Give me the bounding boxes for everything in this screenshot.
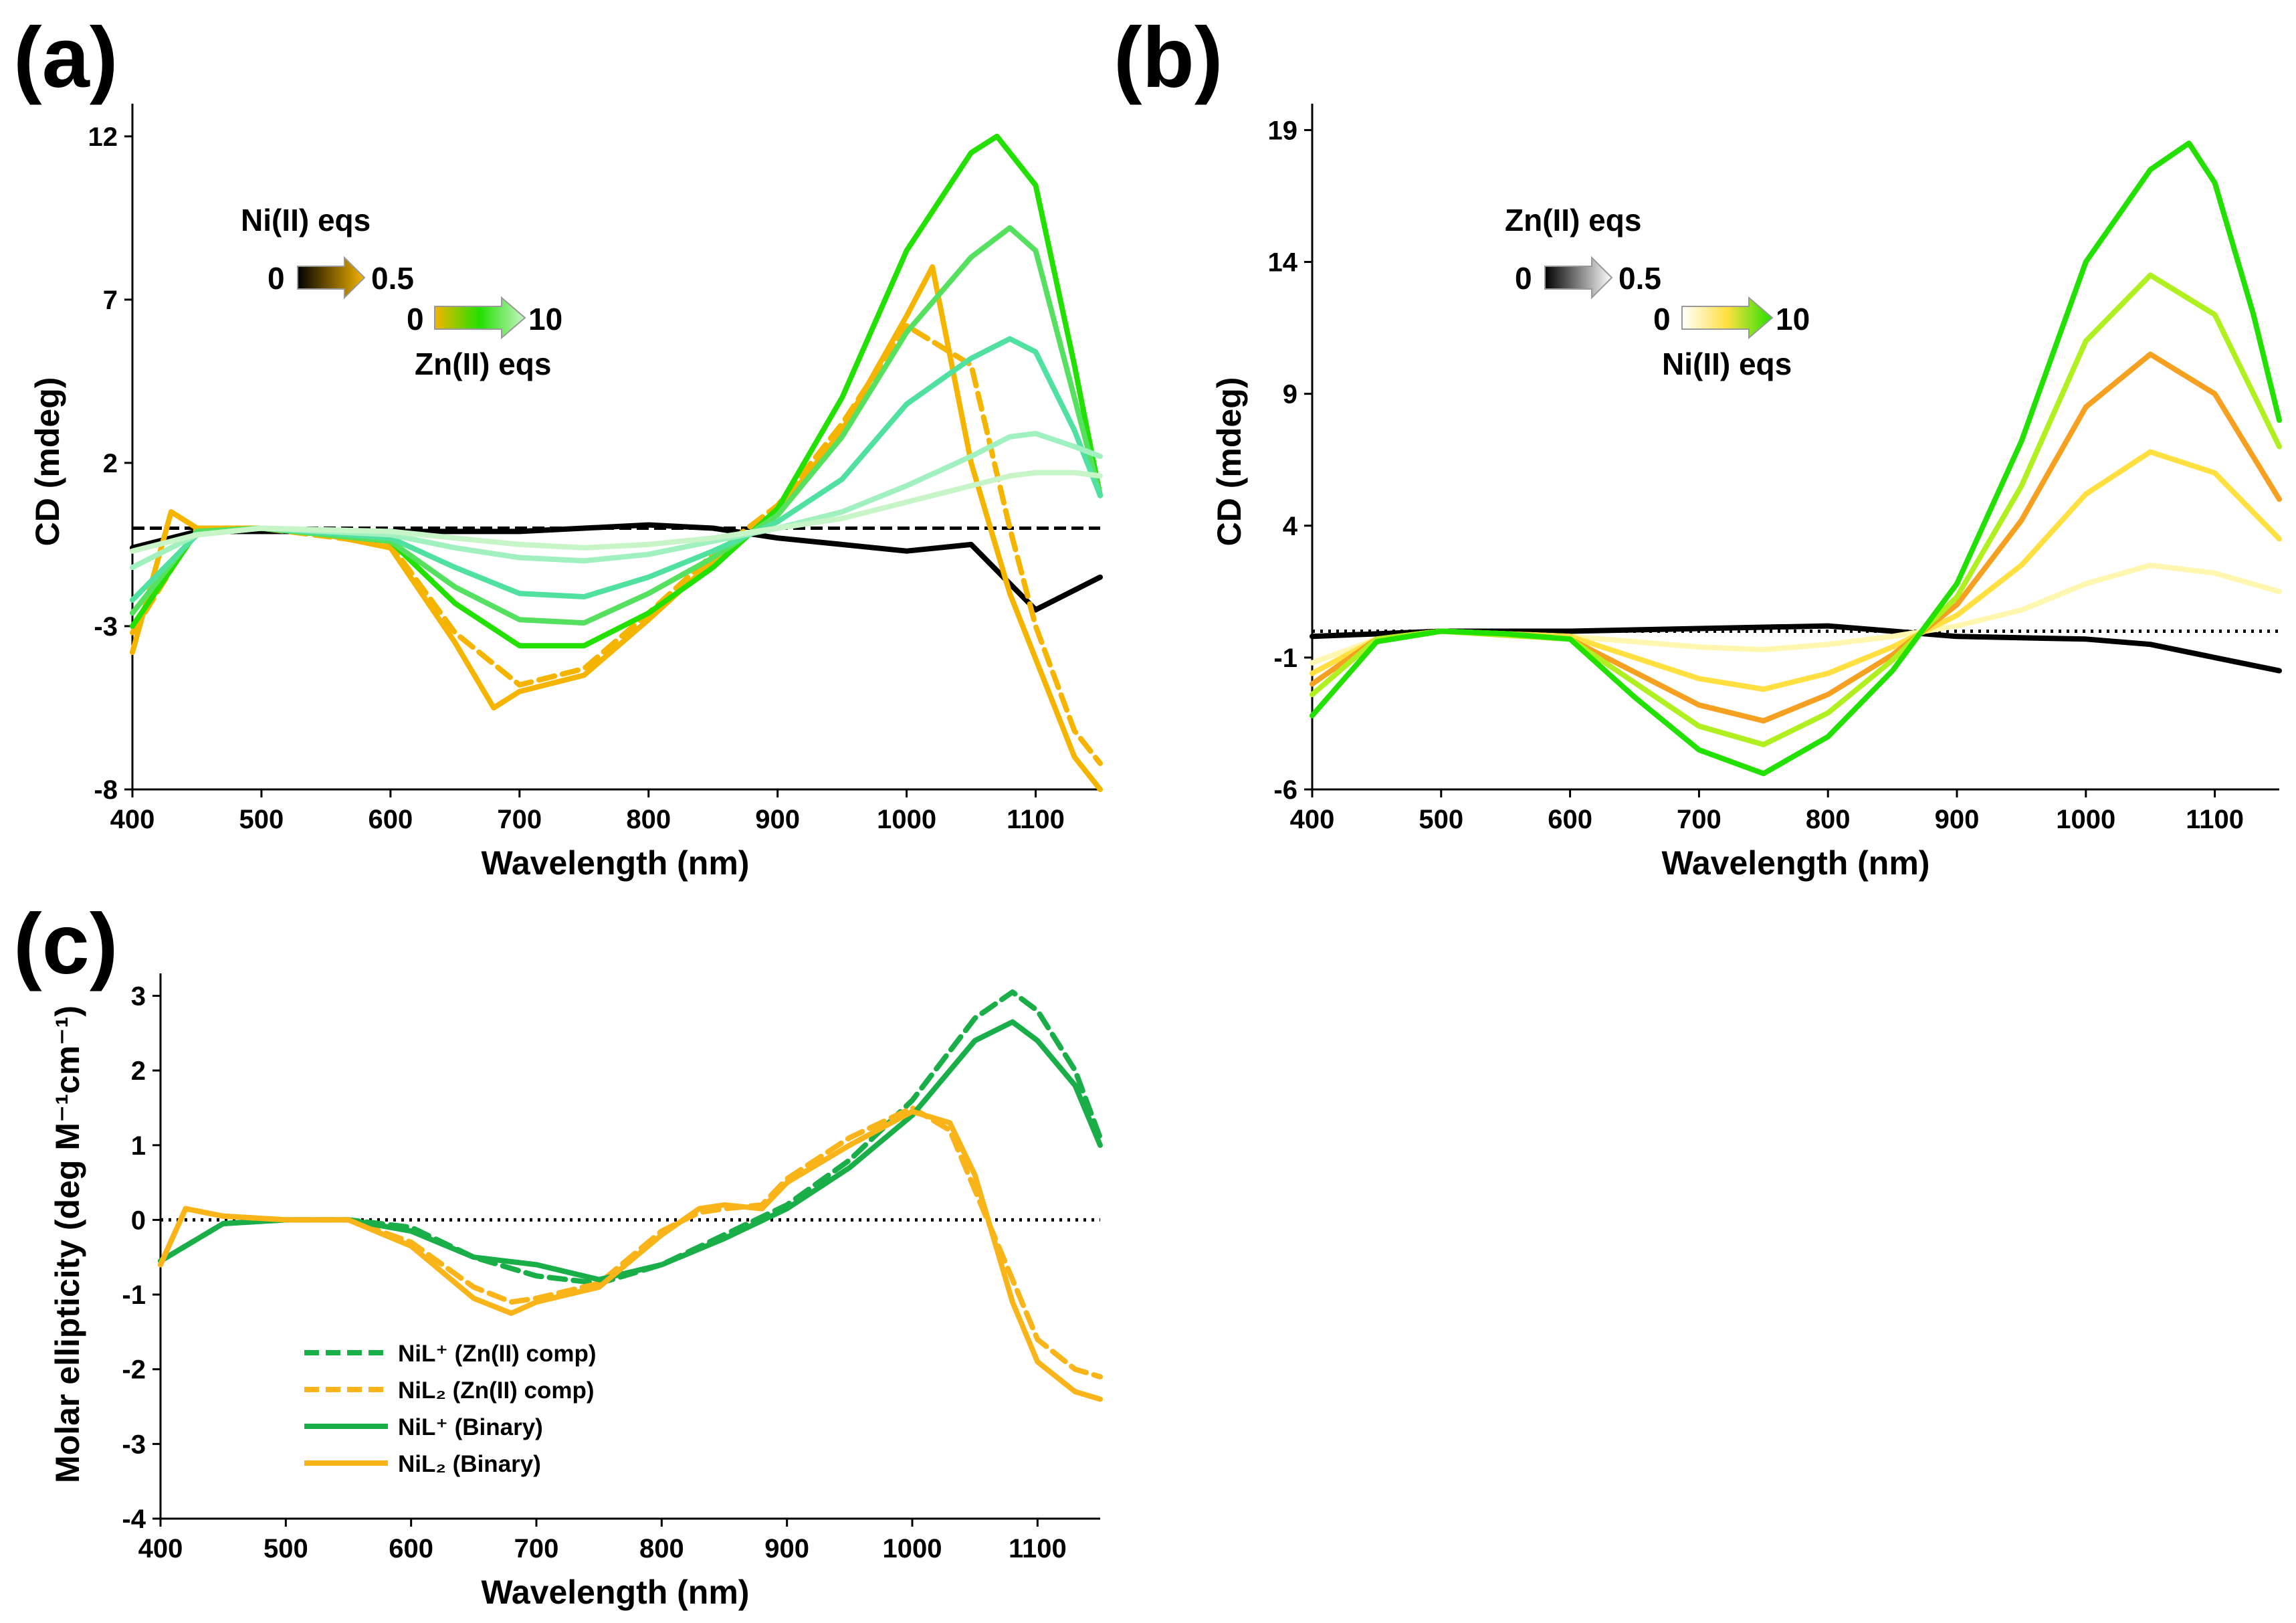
panel-c-y-axis-title: Molar ellipticity (deg M⁻¹cm⁻¹) <box>49 1006 86 1483</box>
x-tick-label: 800 <box>1806 805 1851 834</box>
panel-a-legend-range1-end: 0.5 <box>371 261 414 296</box>
x-tick-label: 1000 <box>883 1534 942 1563</box>
x-tick-label: 400 <box>1290 805 1335 834</box>
panel-b-letter: (b) <box>1114 10 1223 106</box>
series-line-4 <box>158 1109 1103 1402</box>
x-tick-label: 800 <box>626 805 671 834</box>
x-tick-label: 500 <box>264 1534 308 1563</box>
series-line-8 <box>130 470 1103 554</box>
x-tick-label: 700 <box>497 805 542 834</box>
y-tick-label: -4 <box>122 1505 146 1534</box>
panel-b-legend-range2-start: 0 <box>1653 302 1671 337</box>
x-tick-label: 1100 <box>1009 1534 1067 1563</box>
panel-b-legend-title-top: Zn(II) eqs <box>1505 203 1641 237</box>
x-tick-label: 900 <box>1935 805 1980 834</box>
panel-a-legend-title-bottom: Zn(II) eqs <box>415 347 551 381</box>
legend-label-nil2-binary: NiL₂ (Binary) <box>398 1451 541 1477</box>
x-tick-label: 600 <box>1548 805 1592 834</box>
series-line-6 <box>1310 140 2282 777</box>
y-tick-label: -3 <box>122 1430 146 1459</box>
panel-a-legend-range2-end: 10 <box>528 302 562 337</box>
x-tick-label: 800 <box>639 1534 684 1563</box>
y-tick-label: 9 <box>1283 380 1297 409</box>
y-tick-label: -2 <box>122 1355 146 1385</box>
y-tick-label: -8 <box>94 775 118 805</box>
legend-label-nil2-comp: NiL₂ (Zn(II) comp) <box>398 1377 595 1404</box>
panel-b-legend-range1-start: 0 <box>1515 261 1532 296</box>
panel-a-legend-title-top: Ni(II) eqs <box>241 203 371 237</box>
x-tick-label: 600 <box>389 1534 433 1563</box>
panel-c-plot-area: 400 500 600 700 800 900 1000 1100 3 2 1 0 -1 -2 -3 -4 <box>122 973 1103 1563</box>
panel-a-letter: (a) <box>13 10 118 106</box>
panel-a-legend-range1-start: 0 <box>268 261 285 296</box>
y-tick-label: -1 <box>122 1280 146 1310</box>
y-tick-label: 0 <box>131 1206 146 1235</box>
legend-label-nil-plus-comp: NiL⁺ (Zn(II) comp) <box>398 1341 596 1367</box>
panel-a-legend-range2-start: 0 <box>407 302 424 337</box>
panel-c: (c) 400 500 600 700 800 900 1000 1100 3 2 1 0 -1 -2 -3… <box>13 896 1103 1611</box>
x-tick-label: 500 <box>1419 805 1463 834</box>
x-tick-label: 400 <box>138 1534 183 1563</box>
panel-c-legend: NiL⁺ (Zn(II) comp) NiL₂ (Zn(II) comp) Ni… <box>304 1341 596 1477</box>
series-line-4 <box>1310 351 2282 724</box>
x-tick-label: 400 <box>110 805 155 834</box>
panel-a-arrow-zn-icon <box>434 296 526 340</box>
series-line-2 <box>1310 562 2282 666</box>
y-tick-label: 14 <box>1268 248 1298 278</box>
panel-b-legend-range2-end: 10 <box>1776 302 1810 337</box>
panel-c-x-axis-title: Wavelength (nm) <box>482 1573 750 1611</box>
x-tick-label: 700 <box>514 1534 559 1563</box>
y-tick-label: 19 <box>1268 116 1298 145</box>
panel-b: (b) 400 500 600 700 800 900 1000 1100191494-1-6… <box>1114 10 2282 882</box>
x-tick-label: 500 <box>239 805 284 834</box>
y-tick-label: -6 <box>1273 775 1297 805</box>
panel-a-x-axis-title: Wavelength (nm) <box>482 844 750 882</box>
panel-b-legend: Zn(II) eqs 0 0.5 0 10 Ni(II) eqs <box>1505 203 1810 381</box>
panel-b-y-axis-title: CD (mdeg) <box>1211 377 1248 547</box>
y-tick-label: -1 <box>1273 644 1297 673</box>
panel-a-legend: Ni(II) eqs 0 0.5 0 10 Zn(II) eqs <box>241 203 562 381</box>
x-tick-label: 1100 <box>2186 805 2244 834</box>
panel-a-y-axis-title: CD (mdeg) <box>29 377 66 547</box>
y-tick-label: 12 <box>88 122 118 152</box>
x-tick-label: 700 <box>1677 805 1721 834</box>
x-tick-label: 900 <box>764 1534 809 1563</box>
panel-b-x-axis-title: Wavelength (nm) <box>1662 844 1930 882</box>
x-tick-label: 600 <box>368 805 413 834</box>
panel-b-legend-title-bottom: Ni(II) eqs <box>1662 347 1792 381</box>
y-tick-label: 7 <box>103 286 118 315</box>
series-line-5 <box>1310 272 2282 747</box>
panel-b-arrow-zn-icon <box>1544 256 1613 300</box>
legend-label-nil-plus-binary: NiL⁺ (Binary) <box>398 1414 543 1440</box>
x-tick-label: 1000 <box>877 805 936 834</box>
series-line-1 <box>130 522 1103 613</box>
y-tick-label: 3 <box>131 981 146 1011</box>
y-tick-label: -3 <box>94 612 118 642</box>
panel-c-letter: (c) <box>13 896 118 992</box>
y-tick-label: 4 <box>1283 512 1298 541</box>
x-tick-label: 1000 <box>2056 805 2115 834</box>
x-tick-label: 900 <box>755 805 800 834</box>
y-tick-label: 2 <box>103 449 118 478</box>
panel-a-arrow-ni-icon <box>297 256 366 300</box>
y-tick-label: 1 <box>131 1131 146 1161</box>
x-tick-label: 1100 <box>1007 805 1065 834</box>
panel-b-arrow-ni-icon <box>1681 296 1774 340</box>
y-tick-label: 2 <box>131 1056 146 1086</box>
panel-b-legend-range1-end: 0.5 <box>1619 261 1661 296</box>
